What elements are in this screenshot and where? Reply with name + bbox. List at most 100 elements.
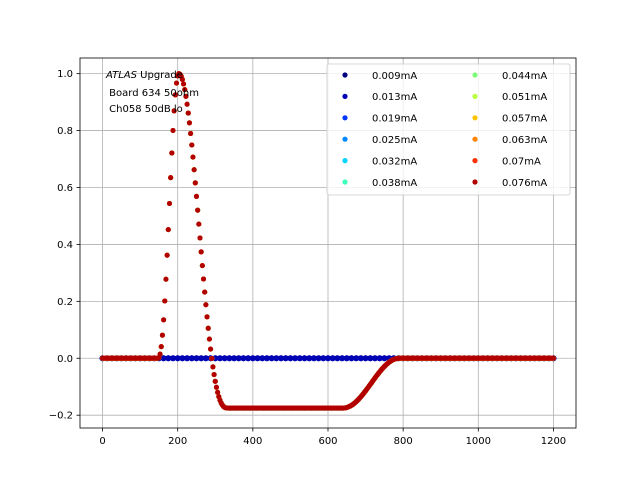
data-point <box>165 355 172 362</box>
data-point <box>357 355 364 362</box>
data-series <box>99 71 557 411</box>
data-point <box>190 154 196 160</box>
x-axis: 0 200 400 600 800 1000 1200 <box>99 428 566 447</box>
data-point <box>179 355 186 362</box>
data-point <box>268 355 275 362</box>
legend-marker <box>472 115 478 121</box>
data-point <box>205 325 211 331</box>
data-point <box>208 346 214 352</box>
data-point <box>198 355 205 362</box>
x-tick-label: 1200 <box>541 436 566 447</box>
data-point <box>296 355 303 362</box>
legend-marker <box>342 179 348 185</box>
legend-items: 0.009mA 0.013mA 0.019mA 0.025mA 0.032mA 0.038… <box>342 71 547 189</box>
legend-marker <box>342 115 348 121</box>
data-point <box>371 355 378 362</box>
data-point <box>249 355 256 362</box>
data-point <box>165 227 171 233</box>
legend-marker <box>342 72 348 78</box>
data-point <box>193 355 200 362</box>
series-0.076mA <box>100 71 556 411</box>
data-point <box>254 355 261 362</box>
legend-frame <box>326 63 571 196</box>
legend-label: 0.032mA <box>372 156 417 167</box>
annotation-line-3: Ch058 50dB lo <box>106 104 183 115</box>
legend-label: 0.019mA <box>372 114 417 125</box>
data-point <box>202 289 208 295</box>
y-tick-label: 0.0 <box>57 354 73 365</box>
y-tick-label: −0.2 <box>49 411 73 422</box>
data-point <box>189 142 195 148</box>
data-point <box>310 355 317 362</box>
data-point <box>162 298 168 304</box>
y-tick-label: 0.4 <box>57 240 73 251</box>
annotation-atlas: ATLAS <box>105 70 138 81</box>
data-point <box>192 180 198 186</box>
legend-label: 0.013mA <box>372 92 417 103</box>
data-point <box>157 351 163 357</box>
data-point <box>339 355 346 362</box>
data-point <box>161 317 167 323</box>
data-point <box>195 207 201 213</box>
legend-label: 0.044mA <box>502 71 547 82</box>
data-point <box>163 276 169 282</box>
data-point <box>245 355 252 362</box>
data-point <box>159 332 165 338</box>
data-point <box>174 80 180 86</box>
data-point <box>287 355 294 362</box>
data-point <box>273 355 280 362</box>
data-point <box>235 355 242 362</box>
annotation-line-1: ATLAS Upgrade <box>105 70 183 81</box>
data-point <box>320 355 327 362</box>
data-point <box>166 201 172 207</box>
legend-label: 0.063mA <box>502 135 547 146</box>
legend: 0.009mA 0.013mA 0.019mA 0.025mA 0.032mA 0.038… <box>326 63 571 196</box>
data-point <box>184 101 190 107</box>
data-point <box>210 364 216 370</box>
y-tick-label: 0.8 <box>57 126 73 137</box>
data-point <box>353 355 360 362</box>
data-point <box>202 355 209 362</box>
legend-label: 0.009mA <box>372 71 417 82</box>
legend-label: 0.038mA <box>372 178 417 189</box>
legend-label: 0.076mA <box>502 178 547 189</box>
data-point <box>231 355 238 362</box>
legend-marker <box>472 158 478 164</box>
data-point <box>211 372 217 378</box>
x-tick-label: 0 <box>99 436 105 447</box>
data-point <box>184 355 191 362</box>
x-tick-label: 600 <box>318 436 337 447</box>
annotation-line-2: Board 634 50ohm <box>106 88 199 99</box>
data-point <box>209 355 215 361</box>
data-point <box>191 167 197 173</box>
data-point <box>193 193 199 199</box>
y-tick-label: 0.6 <box>57 183 73 194</box>
data-point <box>259 355 266 362</box>
legend-label: 0.057mA <box>502 114 547 125</box>
legend-marker <box>342 158 348 164</box>
data-point <box>325 355 331 362</box>
data-point <box>216 355 223 362</box>
data-point <box>213 384 219 390</box>
data-point <box>188 131 194 137</box>
data-point <box>343 355 350 362</box>
legend-marker <box>472 93 478 99</box>
data-point <box>168 175 174 181</box>
data-point <box>199 263 205 269</box>
x-tick-label: 1000 <box>466 436 491 447</box>
data-point <box>221 355 228 362</box>
data-point <box>182 87 188 93</box>
data-point <box>278 355 285 362</box>
legend-marker <box>342 136 348 142</box>
data-point <box>367 355 374 362</box>
legend-label: 0.025mA <box>372 135 417 146</box>
y-tick-label: 0.2 <box>57 297 73 308</box>
data-point <box>381 355 388 362</box>
data-point <box>301 355 308 362</box>
data-point <box>206 336 212 342</box>
data-point <box>185 110 191 116</box>
data-point <box>204 314 210 320</box>
data-point <box>198 249 204 255</box>
data-point <box>226 355 233 362</box>
data-point <box>170 355 176 362</box>
